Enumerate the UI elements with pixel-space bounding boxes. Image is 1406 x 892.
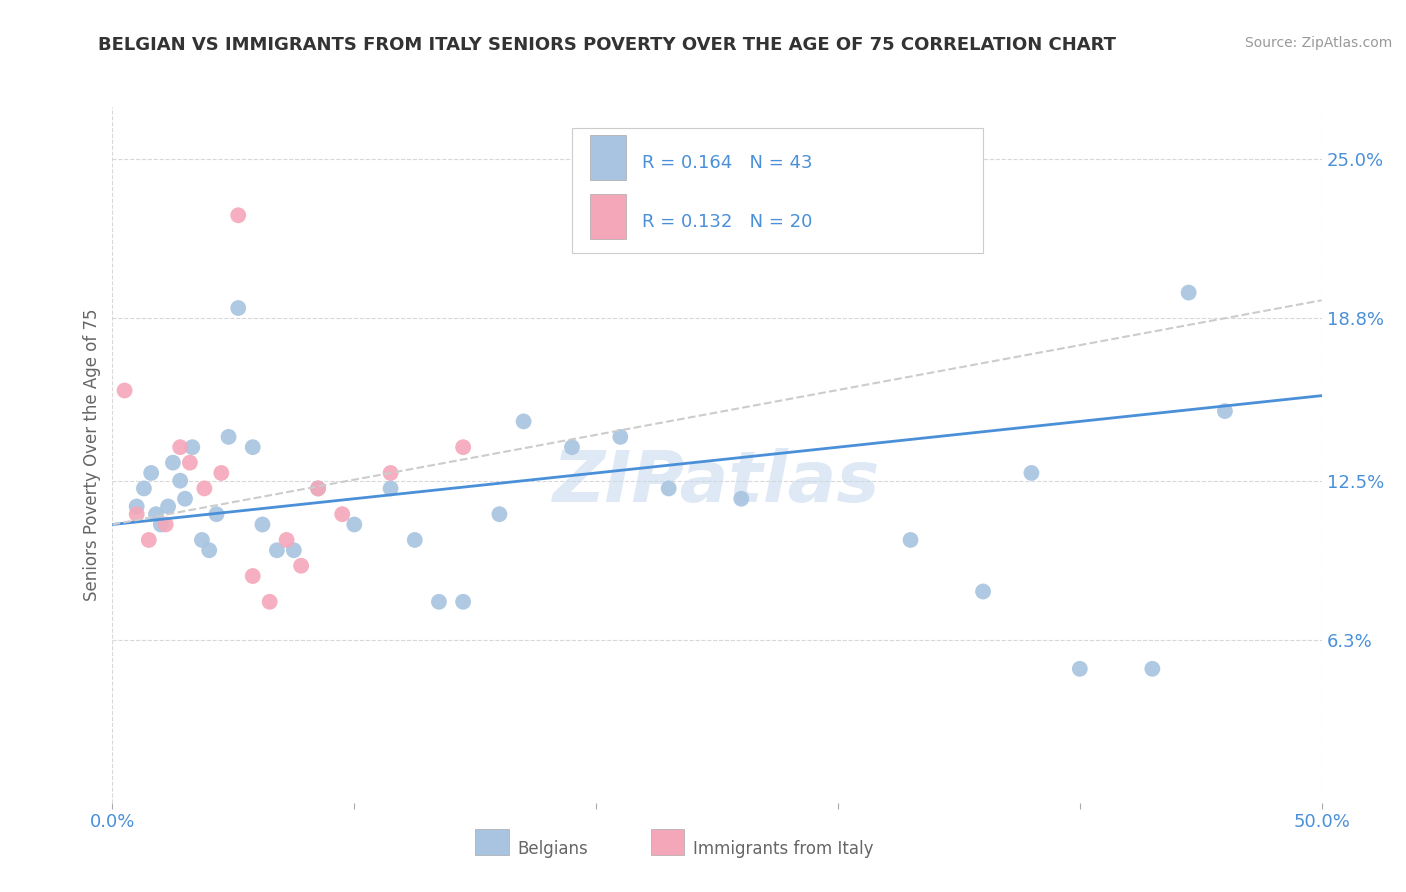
Point	[155, 517, 177, 532]
Text: R = 0.164   N = 43: R = 0.164 N = 43	[643, 154, 813, 172]
Point	[138, 533, 160, 547]
Point	[145, 507, 167, 521]
Point	[191, 533, 214, 547]
Point	[900, 533, 922, 547]
Point	[125, 507, 148, 521]
Point	[404, 533, 426, 547]
Point	[226, 208, 249, 222]
Point	[803, 224, 825, 238]
Text: ZIPatlas: ZIPatlas	[554, 449, 880, 517]
Text: BELGIAN VS IMMIGRANTS FROM ITALY SENIORS POVERTY OVER THE AGE OF 75 CORRELATION : BELGIAN VS IMMIGRANTS FROM ITALY SENIORS…	[98, 36, 1116, 54]
Point	[1213, 404, 1236, 418]
Point	[193, 482, 215, 496]
Point	[259, 595, 281, 609]
Point	[451, 595, 474, 609]
Point	[141, 466, 163, 480]
Point	[283, 543, 305, 558]
Point	[169, 440, 191, 454]
Bar	[591, 194, 626, 239]
Point	[252, 517, 274, 532]
Bar	[591, 135, 626, 180]
Point	[226, 301, 249, 315]
Point	[1142, 662, 1164, 676]
Bar	[475, 829, 509, 855]
Text: Belgians: Belgians	[517, 840, 588, 858]
Point	[132, 482, 155, 496]
Point	[181, 440, 204, 454]
Point	[330, 507, 353, 521]
Point	[266, 543, 288, 558]
Point	[242, 440, 264, 454]
Point	[198, 543, 221, 558]
Point	[307, 482, 329, 496]
FancyBboxPatch shape	[572, 128, 983, 253]
Point	[343, 517, 366, 532]
Text: Source: ZipAtlas.com: Source: ZipAtlas.com	[1244, 36, 1392, 50]
Point	[205, 507, 228, 521]
Point	[209, 466, 232, 480]
Point	[561, 440, 583, 454]
Point	[730, 491, 752, 506]
Point	[1177, 285, 1199, 300]
Point	[290, 558, 312, 573]
Text: R = 0.132   N = 20: R = 0.132 N = 20	[643, 213, 813, 231]
Point	[162, 456, 184, 470]
Point	[380, 482, 402, 496]
Point	[512, 414, 534, 428]
Point	[276, 533, 298, 547]
Point	[114, 384, 136, 398]
Point	[488, 507, 510, 521]
Point	[451, 440, 474, 454]
Point	[242, 569, 264, 583]
Point	[179, 456, 201, 470]
Point	[1021, 466, 1043, 480]
Point	[427, 595, 450, 609]
Point	[157, 500, 180, 514]
Point	[1069, 662, 1091, 676]
Bar	[651, 829, 685, 855]
Point	[125, 500, 148, 514]
Point	[658, 482, 681, 496]
Point	[149, 517, 172, 532]
Text: Immigrants from Italy: Immigrants from Italy	[693, 840, 873, 858]
Point	[972, 584, 994, 599]
Point	[174, 491, 197, 506]
Point	[380, 466, 402, 480]
Point	[169, 474, 191, 488]
Point	[218, 430, 240, 444]
Y-axis label: Seniors Poverty Over the Age of 75: Seniors Poverty Over the Age of 75	[83, 309, 101, 601]
Point	[307, 482, 329, 496]
Point	[609, 430, 631, 444]
